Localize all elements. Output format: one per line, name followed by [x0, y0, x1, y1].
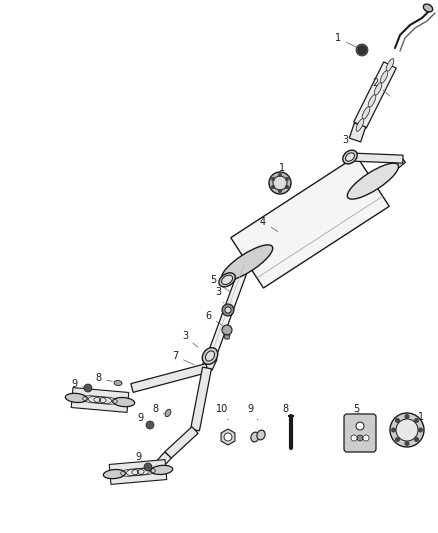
- Circle shape: [396, 419, 418, 441]
- Ellipse shape: [374, 83, 382, 95]
- Circle shape: [225, 307, 231, 313]
- Circle shape: [224, 433, 232, 441]
- Circle shape: [351, 435, 357, 441]
- Ellipse shape: [368, 95, 376, 107]
- Polygon shape: [234, 259, 250, 274]
- Text: 9: 9: [135, 452, 148, 464]
- Ellipse shape: [257, 430, 265, 440]
- Text: 4: 4: [260, 217, 278, 231]
- Ellipse shape: [165, 409, 171, 417]
- Ellipse shape: [222, 245, 273, 281]
- Polygon shape: [202, 355, 217, 370]
- Text: 9: 9: [71, 379, 85, 389]
- Polygon shape: [109, 459, 167, 484]
- Ellipse shape: [362, 107, 370, 119]
- Ellipse shape: [222, 275, 233, 285]
- Text: 10: 10: [216, 404, 228, 420]
- Text: 6: 6: [205, 311, 223, 326]
- Circle shape: [271, 177, 275, 181]
- Ellipse shape: [347, 163, 399, 199]
- Text: 3: 3: [342, 135, 349, 152]
- Ellipse shape: [202, 348, 218, 365]
- Circle shape: [363, 435, 369, 441]
- Circle shape: [278, 189, 282, 193]
- Text: 5: 5: [353, 404, 359, 414]
- Circle shape: [395, 418, 399, 423]
- Circle shape: [278, 173, 282, 177]
- Ellipse shape: [343, 150, 357, 164]
- Circle shape: [356, 422, 364, 430]
- Circle shape: [395, 438, 399, 442]
- Polygon shape: [370, 165, 394, 185]
- Polygon shape: [191, 367, 212, 431]
- Circle shape: [390, 413, 424, 447]
- Text: 9: 9: [247, 404, 258, 420]
- Ellipse shape: [151, 465, 173, 474]
- Text: 8: 8: [95, 373, 112, 383]
- Circle shape: [358, 46, 366, 54]
- Ellipse shape: [219, 273, 235, 287]
- Ellipse shape: [114, 381, 122, 385]
- Circle shape: [271, 185, 275, 189]
- Ellipse shape: [65, 393, 87, 402]
- Ellipse shape: [103, 470, 125, 479]
- Circle shape: [418, 428, 423, 432]
- Ellipse shape: [386, 59, 394, 71]
- Polygon shape: [71, 387, 129, 413]
- Polygon shape: [221, 429, 235, 445]
- Ellipse shape: [205, 351, 215, 361]
- Circle shape: [222, 304, 234, 316]
- Polygon shape: [354, 62, 396, 128]
- Circle shape: [405, 414, 409, 419]
- Text: 1: 1: [335, 33, 360, 49]
- Text: 1: 1: [410, 412, 424, 423]
- Polygon shape: [350, 123, 366, 142]
- Circle shape: [273, 176, 287, 190]
- Polygon shape: [350, 153, 403, 163]
- Polygon shape: [131, 364, 208, 392]
- Polygon shape: [224, 335, 230, 339]
- Text: 1: 1: [279, 163, 285, 181]
- Circle shape: [414, 418, 419, 423]
- Text: 8: 8: [152, 404, 165, 414]
- Circle shape: [144, 463, 152, 471]
- Circle shape: [222, 325, 232, 335]
- Ellipse shape: [356, 119, 364, 131]
- Polygon shape: [227, 268, 240, 280]
- Text: 8: 8: [282, 404, 291, 416]
- Circle shape: [84, 384, 92, 392]
- Text: 3: 3: [182, 331, 198, 347]
- Ellipse shape: [380, 71, 388, 83]
- Circle shape: [414, 438, 419, 442]
- Text: 2: 2: [372, 78, 390, 96]
- Text: 3: 3: [215, 287, 224, 303]
- FancyBboxPatch shape: [344, 414, 376, 452]
- Circle shape: [146, 421, 154, 429]
- Circle shape: [269, 172, 291, 194]
- Circle shape: [391, 428, 396, 432]
- Circle shape: [405, 441, 409, 446]
- Circle shape: [357, 435, 363, 441]
- Polygon shape: [231, 156, 389, 288]
- Text: 7: 7: [172, 351, 194, 365]
- Circle shape: [356, 44, 368, 56]
- Polygon shape: [165, 427, 198, 458]
- Polygon shape: [147, 452, 171, 478]
- Polygon shape: [389, 156, 406, 172]
- Text: 5: 5: [210, 275, 230, 292]
- Text: 9: 9: [137, 413, 150, 424]
- Ellipse shape: [424, 4, 433, 12]
- Circle shape: [285, 185, 289, 189]
- Circle shape: [285, 177, 289, 181]
- Polygon shape: [208, 263, 249, 357]
- Ellipse shape: [251, 432, 259, 442]
- Ellipse shape: [113, 398, 134, 407]
- Ellipse shape: [346, 153, 354, 161]
- Polygon shape: [224, 259, 248, 283]
